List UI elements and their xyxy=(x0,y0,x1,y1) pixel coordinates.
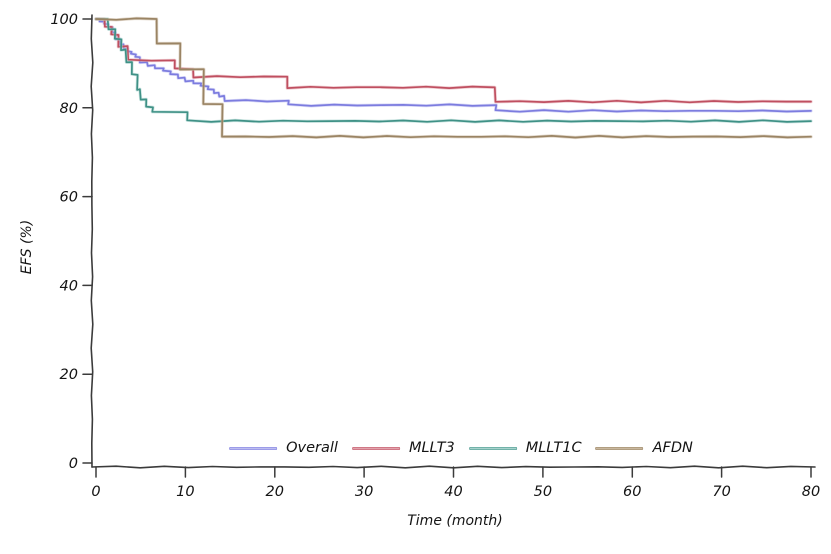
series-line-mllt3 xyxy=(95,18,812,104)
x-tick-label-60: 60 xyxy=(623,484,641,500)
y-tick-label-80: 80 xyxy=(60,101,78,117)
legend-line-overall xyxy=(229,446,278,450)
legend-line-mllt3 xyxy=(351,446,400,450)
legend-item-overall: Overall xyxy=(229,440,338,456)
x-tick-label-30: 30 xyxy=(355,484,373,500)
x-axis-label: Time (month) xyxy=(407,513,503,529)
legend-label-mllt3: MLLT3 xyxy=(408,440,455,456)
y-tick-label-60: 60 xyxy=(60,190,78,206)
y-tick-label-0: 0 xyxy=(69,456,78,472)
y-tick-label-100: 100 xyxy=(50,12,78,28)
y-axis-line xyxy=(90,14,94,468)
y-tick-label-40: 40 xyxy=(60,278,78,294)
legend-label-overall: Overall xyxy=(286,440,338,456)
x-tick-label-70: 70 xyxy=(712,484,730,500)
legend-item-mllt1c: MLLT1C xyxy=(468,440,582,456)
x-tick-label-0: 0 xyxy=(91,484,100,500)
x-tick-label-80: 80 xyxy=(802,484,820,500)
legend-line-mllt1c xyxy=(468,446,517,450)
legend-item-mllt3: MLLT3 xyxy=(351,440,455,456)
x-tick-label-40: 40 xyxy=(444,484,462,500)
legend: Overall MLLT3 MLLT1C AFDN xyxy=(229,440,693,456)
y-axis-label: EFS (%) xyxy=(19,219,35,275)
series-line-mllt1c xyxy=(95,18,812,123)
legend-label-mllt1c: MLLT1C xyxy=(525,440,582,456)
x-tick-label-20: 20 xyxy=(266,484,284,500)
series-line-afdn xyxy=(95,17,812,139)
legend-line-afdn xyxy=(595,446,644,450)
x-tick-label-10: 10 xyxy=(176,484,194,500)
x-tick-label-50: 50 xyxy=(534,484,552,500)
legend-label-afdn: AFDN xyxy=(652,440,693,456)
legend-item-afdn: AFDN xyxy=(595,440,693,456)
y-tick-label-20: 20 xyxy=(60,367,78,383)
